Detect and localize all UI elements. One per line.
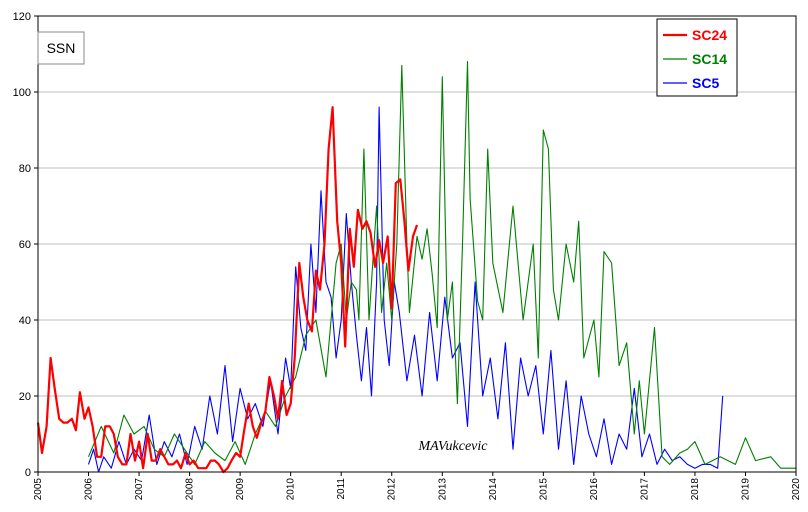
x-tick-label: 2005 [33,478,44,501]
x-tick-label: 2020 [791,478,802,501]
x-tick-label: 2018 [690,478,701,501]
x-tick-label: 2016 [589,478,600,501]
ssn-badge: SSN [37,31,85,65]
legend-label-sc14: SC14 [692,51,727,67]
x-tick-label: 2013 [437,478,448,501]
y-tick-label: 100 [13,87,31,99]
watermark-signature: MAVukcevic [418,439,489,454]
gridlines [38,91,796,397]
y-tick-label: 120 [13,11,31,23]
series-line-sc14 [87,61,796,469]
ssn-badge-label: SSN [47,40,76,56]
legend: SC24 SC14 SC5 [656,18,738,97]
x-tick-label: 2007 [134,478,145,501]
x-tick-label: 2010 [286,478,297,501]
y-tick-label: 60 [19,239,31,251]
y-tick-label: 0 [25,467,31,479]
ssn-badge-box [37,31,85,65]
series-line-sc5 [87,106,724,473]
y-tick-label: 80 [19,163,31,175]
x-tick-label: 2019 [740,478,751,501]
x-tick-label: 2014 [488,478,499,501]
legend-label-sc24: SC24 [692,27,727,43]
x-tick-label: 2015 [538,478,549,501]
y-tick-label: 20 [19,391,31,403]
x-tick-label: 2012 [387,478,398,501]
legend-label-sc5: SC5 [692,75,719,91]
series-line-sc24 [36,106,419,474]
x-tick-label: 2011 [336,478,347,500]
x-tick-label: 2006 [84,478,95,501]
x-tick-label: 2009 [235,478,246,501]
y-tick-label: 40 [19,315,31,327]
x-tick-label: 2017 [639,478,650,501]
x-tick-label: 2008 [185,478,196,501]
axis-ticks: 0 20 40 60 80 100 120 2005 2006 2007 2008 2009 2010 2… [13,11,802,500]
series-group [36,61,796,474]
